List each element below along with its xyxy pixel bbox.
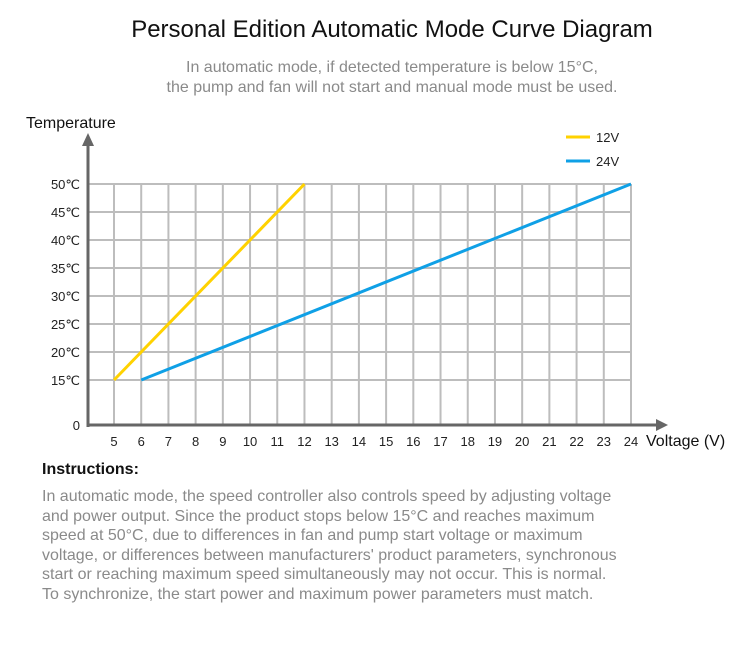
y-axis-arrow-icon: [82, 133, 94, 146]
y-tick-label: 0: [73, 418, 80, 433]
x-axis-arrow-icon: [656, 419, 668, 431]
subtitle-line: In automatic mode, if detected temperatu…: [186, 59, 598, 76]
x-tick-label: 24: [624, 434, 638, 449]
series-line-24V: [140, 182, 632, 382]
y-tick-label: 35℃: [51, 261, 80, 276]
axes: [82, 133, 668, 431]
page-title: Personal Edition Automatic Mode Curve Di…: [131, 16, 653, 43]
x-tick-label: 16: [406, 434, 420, 449]
chart: Temperature Voltage (V) 5 6 7 8 9 10 11 12 13 14 1…: [26, 115, 725, 450]
x-tick-label: 5: [110, 434, 117, 449]
series-lines: [112, 182, 632, 382]
instructions-line: speed at 50°C, due to differences in fan…: [42, 527, 583, 544]
subtitle: In automatic mode, if detected temperatu…: [0, 58, 750, 98]
x-tick-label: 8: [192, 434, 199, 449]
x-tick-label: 19: [488, 434, 502, 449]
x-axis-label: Voltage (V): [646, 433, 725, 450]
grid: [88, 183, 632, 425]
y-axis-label: Temperature: [26, 115, 116, 132]
legend-label: 12V: [596, 130, 619, 145]
y-tick-label: 20℃: [51, 345, 80, 360]
x-tick-label: 18: [461, 434, 475, 449]
x-tick-label: 20: [515, 434, 529, 449]
instructions-heading: Instructions:: [42, 461, 139, 478]
x-tick-label: 7: [165, 434, 172, 449]
y-tick-label: 45℃: [51, 205, 80, 220]
series-line-12V: [112, 182, 306, 382]
y-tick-label: 25℃: [51, 317, 80, 332]
x-tick-label: 12: [297, 434, 311, 449]
y-tick-label: 40℃: [51, 233, 80, 248]
y-tick-label: 30℃: [51, 289, 80, 304]
x-tick-label: 22: [569, 434, 583, 449]
y-tick-label: 50℃: [51, 177, 80, 192]
instructions-line: voltage, or differences between manufact…: [42, 546, 617, 564]
x-tick-label: 10: [243, 434, 257, 449]
instructions-line: In automatic mode, the speed controller …: [42, 488, 612, 505]
x-tick-label: 13: [324, 434, 338, 449]
instructions-text: In automatic mode, the speed controller …: [42, 487, 742, 604]
subtitle-line: the pump and fan will not start and manu…: [166, 79, 618, 96]
x-tick-label: 15: [379, 434, 393, 449]
y-tick-label: 15℃: [51, 373, 80, 388]
ticks: 5 6 7 8 9 10 11 12 13 14 15 16 17 18 19 20 21 22 23 24 0 15℃ 2…: [51, 177, 638, 449]
x-tick-label: 23: [597, 434, 611, 449]
x-tick-label: 21: [542, 434, 556, 449]
x-tick-label: 9: [219, 434, 226, 449]
instructions-line: To synchronize, the start power and maxi…: [42, 585, 594, 603]
instructions-line: start or reaching maximum speed simultan…: [42, 566, 607, 583]
legend-label: 24V: [596, 154, 619, 169]
legend: 12V 24V: [566, 130, 619, 169]
x-tick-label: 17: [433, 434, 447, 449]
instructions-line: and power output. Since the product stop…: [42, 507, 595, 525]
x-tick-label: 6: [138, 434, 145, 449]
x-tick-label: 14: [352, 434, 366, 449]
x-tick-label: 11: [271, 434, 285, 449]
